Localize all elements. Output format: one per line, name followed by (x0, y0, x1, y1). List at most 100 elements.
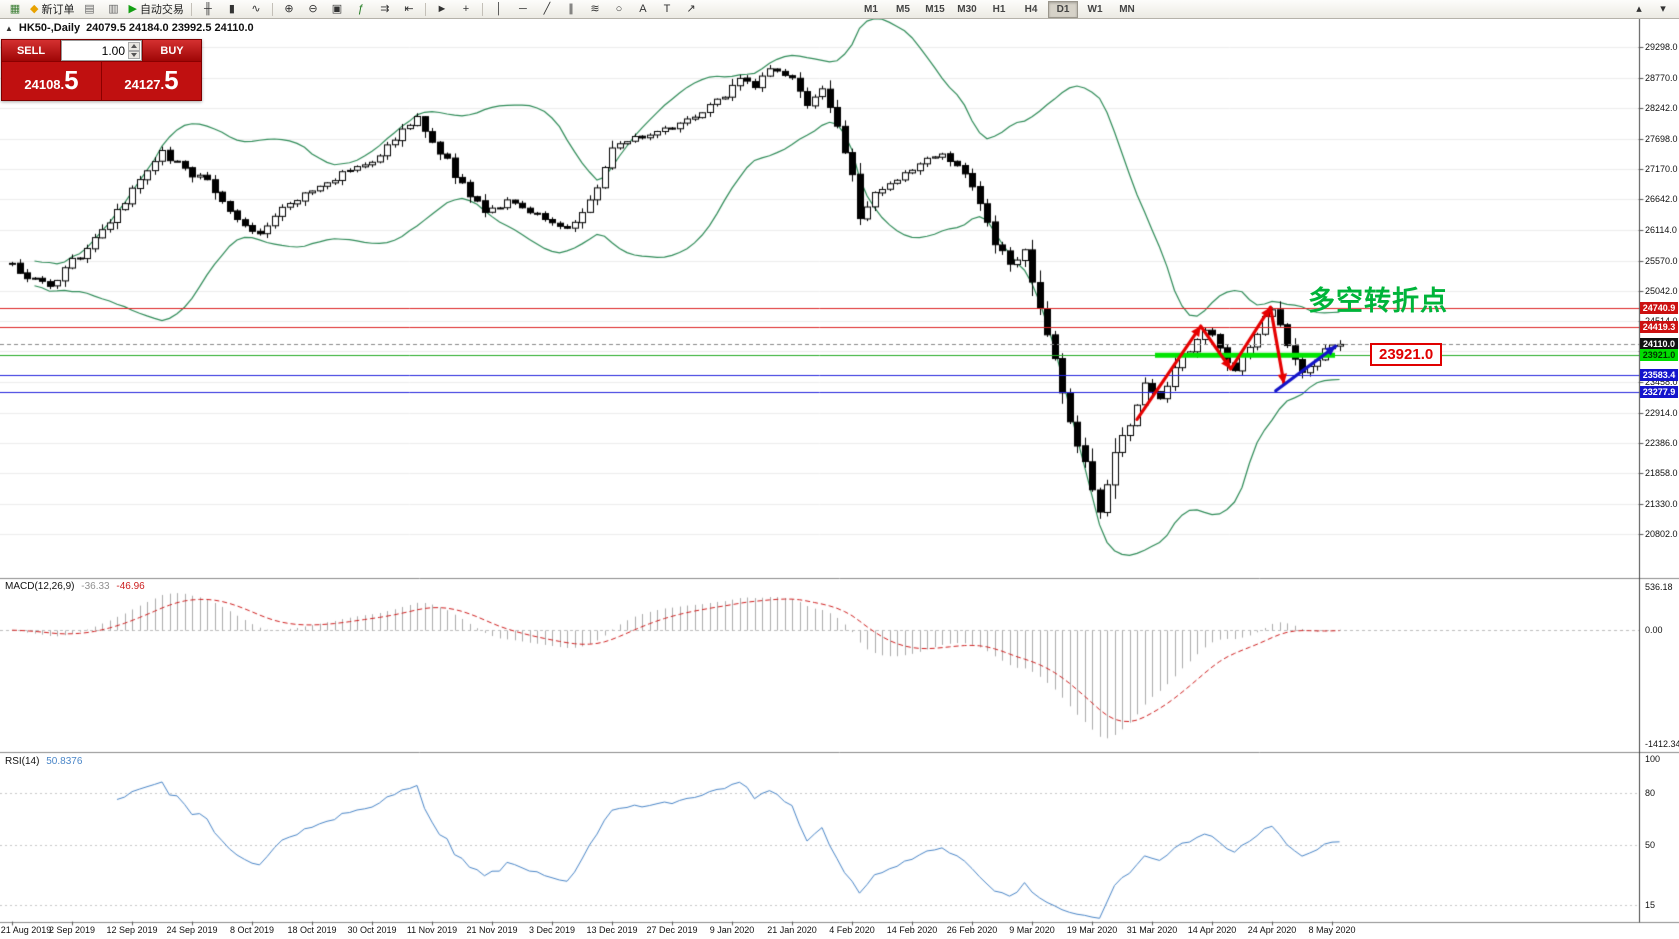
arrow-tool-icon: ↗ (686, 3, 696, 15)
new-chart-button[interactable]: ▦ (4, 1, 26, 17)
timeframe-m15[interactable]: M15 (925, 4, 945, 15)
channel-tool-button[interactable]: ∥ (560, 1, 582, 17)
tile-windows-button[interactable]: ▣ (326, 1, 348, 17)
timeframe-m30[interactable]: M30 (957, 4, 977, 15)
new-chart-icon: ▦ (9, 3, 21, 15)
price-tick-label: 21330.0 (1645, 498, 1678, 509)
chart-windows-icon: ▤ (84, 3, 95, 15)
auto-trading-button[interactable]: ▶ 自动交易 (126, 1, 185, 17)
one-click-trading-panel: SELL 1.00 BUY 24108. 5 24127. 5 (1, 39, 202, 101)
candles-mode-icon: ▮ (228, 3, 235, 15)
chart-shift-button[interactable]: ⇤ (398, 1, 420, 17)
bars-mode-button[interactable]: ╫ (197, 1, 219, 17)
timeframe-d1[interactable]: D1 (1048, 1, 1078, 18)
buy-button[interactable]: BUY (142, 40, 201, 61)
price-tick-label: 29298.0 (1645, 42, 1678, 53)
separator-2 (271, 2, 273, 16)
vertical-line-tool-icon: │ (495, 3, 503, 15)
price-tick-label: 21858.0 (1645, 468, 1678, 479)
timeframe-mn[interactable]: MN (1119, 4, 1135, 15)
price-annotation-box[interactable]: 23921.0 (1370, 343, 1443, 366)
new-order-button[interactable]: ◆ 新订单 (28, 1, 76, 17)
date-tick-label: 4 Feb 2020 (829, 925, 875, 935)
price-tick-label: 23458.0 (1645, 376, 1678, 387)
trade-panel-prices: 24108. 5 24127. 5 (2, 61, 201, 100)
new-order-icon: ◆ (30, 3, 39, 15)
macd-value-signal: -46.96 (116, 581, 145, 592)
timeframe-h1[interactable]: H1 (992, 4, 1006, 15)
vertical-line-tool-button[interactable]: │ (488, 1, 510, 17)
macd-indicator-label: MACD(12,26,9) -36.33 -46.96 (5, 581, 149, 592)
label-tool-button[interactable]: T (656, 1, 678, 17)
date-tick-label: 12 Sep 2019 (106, 925, 158, 935)
shapes-tool-button[interactable]: ○ (608, 1, 630, 17)
chart-ohlc: 24079.5 24184.0 23992.5 24110.0 (86, 22, 254, 34)
line-mode-button[interactable]: ∿ (245, 1, 267, 17)
rsi-tick-label: 50 (1645, 840, 1656, 851)
timeframe-m1[interactable]: M1 (864, 4, 878, 15)
fibonacci-tool-button[interactable]: ≋ (584, 1, 606, 17)
trendline-tool-icon: ╱ (543, 3, 551, 15)
horizontal-line-tool-button[interactable]: ─ (512, 1, 534, 17)
rsi-indicator-label: RSI(14) 50.8376 (5, 756, 86, 767)
tile-windows-icon: ▣ (331, 3, 343, 15)
price-tick-label: 20802.0 (1645, 528, 1678, 539)
macd-value-main: -36.33 (81, 581, 110, 592)
chart-title: ▲ HK50-,Daily 24079.5 24184.0 23992.5 24… (5, 22, 254, 34)
cursor-tool-button[interactable]: ► (431, 1, 453, 17)
sell-button[interactable]: SELL (2, 40, 61, 61)
chart-symbol-period: HK50-,Daily (18, 22, 81, 34)
candles-mode-button[interactable]: ▮ (221, 1, 243, 17)
text-tool-icon: A (639, 3, 647, 15)
auto-scroll-button[interactable]: ⇉ (374, 1, 396, 17)
sell-price[interactable]: 24108. 5 (2, 62, 102, 100)
volume-stepper (128, 42, 140, 59)
date-tick-label: 21 Nov 2019 (466, 925, 518, 935)
sell-price-big: 5 (64, 65, 79, 95)
trendline-tool-button[interactable]: ╱ (536, 1, 558, 17)
rsi-tick-label: 100 (1645, 754, 1661, 764)
text-tool-button[interactable]: A (632, 1, 654, 17)
auto-scroll-icon: ⇉ (380, 3, 390, 15)
volume-increase-icon[interactable] (128, 42, 140, 51)
macd-name: MACD(12,26,9) (5, 581, 75, 592)
chart-windows-button[interactable]: ▤ (78, 1, 100, 17)
turning-point-annotation[interactable]: 多空转折点 (1308, 286, 1448, 316)
timeframe-h4[interactable]: H4 (1024, 4, 1038, 15)
date-tick-label: 11 Nov 2019 (406, 925, 458, 935)
scroll-up-button[interactable]: ▴ (1628, 1, 1650, 17)
new-order-label: 新订单 (41, 4, 75, 16)
channel-tool-icon: ∥ (568, 3, 574, 15)
zoom-out-icon: ⊖ (308, 3, 318, 15)
auto-trading-icon: ▶ (128, 3, 137, 15)
zoom-out-button[interactable]: ⊖ (302, 1, 324, 17)
macd-tick-label: -1412.34 (1645, 739, 1679, 749)
scroll-down-button[interactable]: ▾ (1652, 1, 1674, 17)
timeframe-m5[interactable]: M5 (896, 4, 910, 15)
indicators-button[interactable]: ƒ (350, 1, 372, 17)
data-window-button[interactable]: ▥ (102, 1, 124, 17)
arrow-tool-button[interactable]: ↗ (680, 1, 702, 17)
rsi-tick-label: 15 (1645, 900, 1656, 911)
one-click-collapse-icon[interactable]: ▲ (5, 23, 13, 33)
timeframe-group: M1 M5 M15 M30 H1 H4 D1 W1 MN (855, 1, 1143, 18)
date-tick-label: 8 Oct 2019 (229, 925, 275, 935)
price-level-label-support-blue-2: 23277.9 (1640, 386, 1678, 399)
timeframe-w1[interactable]: W1 (1087, 4, 1103, 15)
bars-mode-icon: ╫ (204, 3, 212, 15)
date-tick-label: 24 Apr 2020 (1247, 925, 1297, 935)
zoom-in-icon: ⊕ (284, 3, 294, 15)
volume-input[interactable]: 1.00 (101, 43, 125, 58)
buy-price[interactable]: 24127. 5 (102, 62, 201, 100)
date-tick-label: 3 Dec 2019 (528, 925, 576, 935)
price-tick-label: 25042.0 (1645, 286, 1678, 296)
zoom-in-button[interactable]: ⊕ (278, 1, 300, 17)
macd-tick-label: 536.18 (1645, 582, 1673, 592)
price-tick-label: 28242.0 (1645, 102, 1678, 113)
volume-decrease-icon[interactable] (128, 50, 140, 59)
separator-3 (424, 2, 426, 16)
horizontal-line-tool-icon: ─ (519, 3, 527, 15)
crosshair-tool-button[interactable]: + (455, 1, 477, 17)
